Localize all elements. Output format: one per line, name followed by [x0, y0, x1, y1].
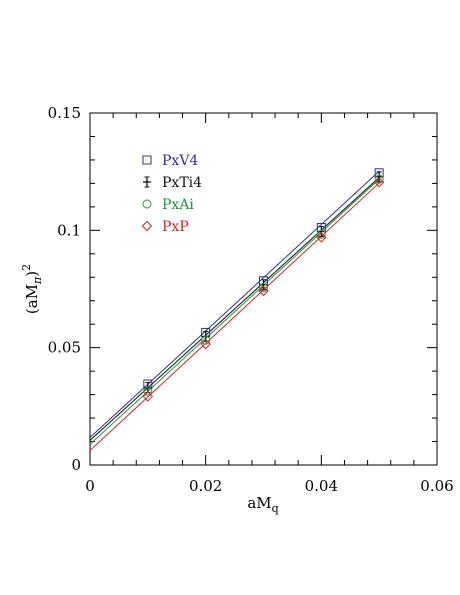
legend-marker	[143, 176, 151, 188]
data-point-pxp	[316, 232, 327, 243]
data-point-pxp	[373, 177, 385, 188]
data-point-pxp	[258, 285, 269, 297]
axis-tick-labels: 0 0.02 0.04 0.06 0 0.05 0.1 0.15	[48, 104, 454, 495]
x-tick-label: 0.06	[420, 477, 453, 495]
y-axis-label: (aMπ)2	[20, 264, 44, 314]
legend-label: PxV4	[162, 153, 198, 169]
data-point-pxai	[201, 335, 211, 345]
circle-marker	[143, 386, 153, 396]
circle-marker	[259, 283, 268, 293]
diamond-marker	[258, 285, 269, 297]
legend-marker	[142, 199, 152, 209]
fit-line	[89, 182, 380, 451]
data-point-pxp	[142, 391, 154, 402]
data-point-pxai	[259, 283, 268, 293]
data-point-pxp	[200, 338, 211, 350]
x-tick-label: 0	[85, 477, 95, 495]
fit-line	[89, 170, 380, 438]
y-tick-label: 0.05	[48, 339, 81, 357]
diamond-marker	[200, 338, 211, 350]
axis-ticks	[89, 112, 438, 466]
fit-lines	[89, 170, 380, 451]
data-point-pxai	[143, 386, 153, 396]
data-point-pxai	[374, 174, 384, 184]
x-axis-label: aMq	[247, 494, 278, 515]
plot-frame	[89, 112, 438, 466]
diamond-marker	[373, 177, 385, 188]
y-tick-label: 0.1	[57, 221, 81, 239]
square-marker	[142, 155, 152, 165]
x-tick-label: 0.02	[189, 477, 222, 495]
diamond-marker	[142, 391, 154, 402]
legend-marker	[142, 155, 152, 165]
legend-label: PxP	[162, 219, 189, 235]
y-tick-label: 0.15	[48, 104, 81, 122]
circle-marker	[374, 174, 384, 184]
data-point-pxti4	[375, 171, 384, 183]
data-points	[142, 168, 385, 402]
legend: PxV4 PxTi4 PxAi PxP	[141, 153, 202, 235]
circle-marker	[316, 229, 326, 239]
y-tick-label: 0	[71, 456, 81, 474]
diamond-marker	[316, 232, 327, 243]
x-tick-label: 0.04	[305, 477, 338, 495]
legend-label: PxTi4	[162, 175, 202, 191]
fit-line	[89, 178, 380, 445]
legend-label: PxAi	[162, 197, 194, 213]
diamond-marker	[141, 220, 153, 232]
legend-marker	[141, 220, 153, 232]
fit-line	[89, 177, 380, 441]
circle-marker	[142, 199, 152, 209]
data-point-pxai	[316, 229, 326, 239]
circle-marker	[201, 335, 211, 345]
